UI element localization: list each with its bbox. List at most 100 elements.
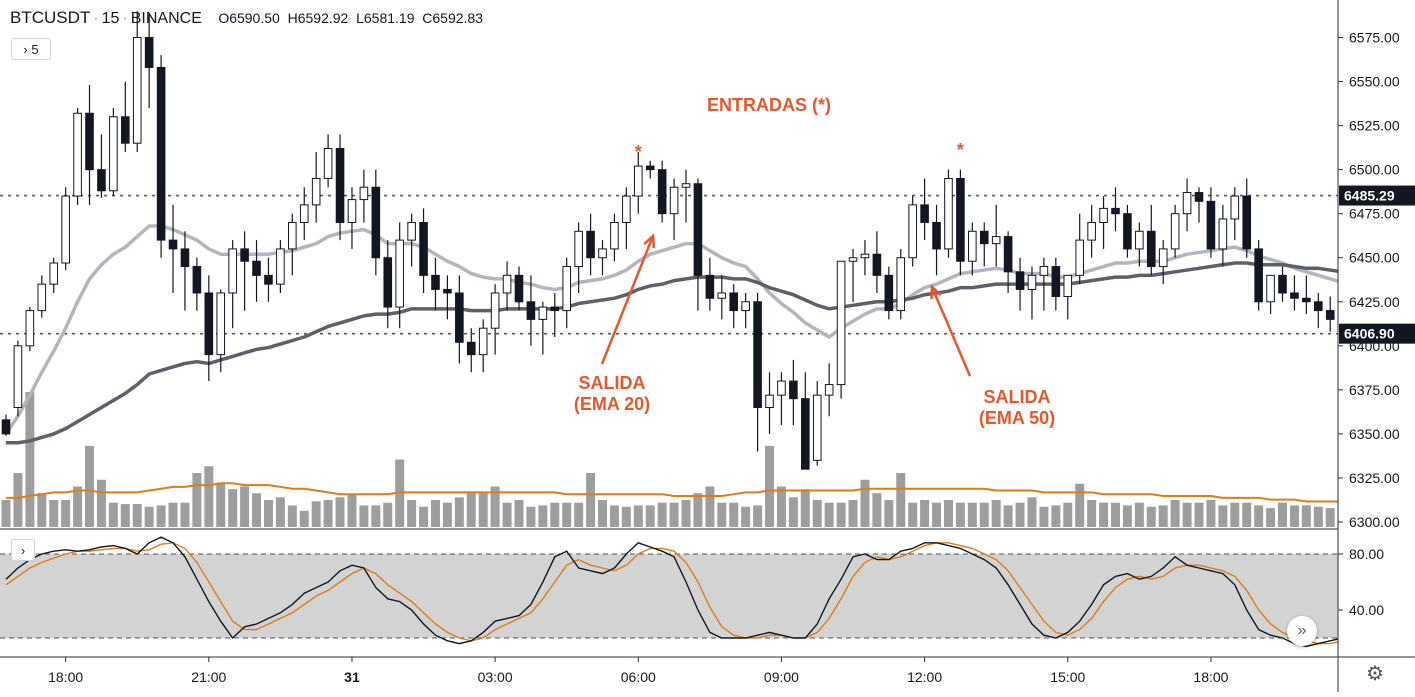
volume-bar	[371, 505, 381, 527]
volume-bar	[932, 502, 942, 527]
candle-body	[514, 274, 524, 303]
stoch-d-line	[5, 542, 1338, 645]
candle-body	[562, 266, 572, 312]
ohlc-open: O6590.50	[218, 10, 280, 26]
candle-body	[13, 345, 23, 408]
volume-bar	[538, 505, 548, 527]
candle-body	[944, 177, 953, 250]
volume-bar	[908, 502, 918, 527]
candle-body	[1302, 297, 1311, 303]
candle-body	[657, 169, 667, 215]
candle-body	[1170, 213, 1180, 250]
candle-body	[586, 230, 595, 259]
volume-bar	[144, 506, 154, 527]
candle-body	[956, 177, 965, 262]
stoch-k-line	[5, 536, 1338, 648]
volume-bar	[681, 500, 691, 527]
volume-bar	[263, 500, 273, 527]
exit-ema50-annotation-line2: (EMA 50)	[979, 408, 1055, 428]
volume-bar	[466, 493, 476, 527]
volume-bar	[73, 486, 83, 527]
interval[interactable]: 15	[101, 10, 120, 27]
candle-body	[538, 306, 548, 320]
volume-bar	[347, 494, 357, 527]
candle-body	[335, 147, 345, 223]
candle-body	[610, 221, 619, 250]
volume-bar	[240, 486, 250, 527]
candle-body	[633, 165, 643, 197]
volume-bar	[1027, 497, 1037, 527]
volume-bar	[1, 500, 11, 527]
volume-bar	[776, 486, 786, 527]
volume-bar	[669, 502, 679, 527]
volume-bar	[991, 500, 1001, 527]
volume-bar	[490, 486, 500, 527]
ohlc-high: H6592.92	[287, 10, 349, 26]
volume-bar	[13, 473, 23, 527]
exit-ema50-arrow-head	[930, 284, 942, 300]
candle-body	[717, 292, 727, 299]
candle-body	[1135, 230, 1144, 250]
candle-body	[37, 283, 47, 312]
volume-bar	[896, 473, 906, 527]
volume-bar	[955, 502, 965, 527]
volume-bar	[180, 502, 190, 527]
volume-bar	[526, 506, 536, 527]
chevron-right-icon: ›	[20, 543, 26, 558]
volume-bar	[252, 493, 262, 527]
indicator-list-toggle-button[interactable]: › 5	[11, 38, 51, 60]
candle-body	[359, 186, 369, 201]
entry-marker: *	[957, 140, 964, 160]
candle-body	[61, 195, 70, 264]
time-tick-label: 06:00	[621, 669, 656, 685]
exchange: BINANCE	[130, 10, 202, 27]
candle-body	[1099, 207, 1108, 223]
volume-bar	[168, 502, 178, 527]
volume-bar	[645, 505, 655, 527]
volume-bar	[1313, 506, 1323, 527]
oscillator-toggle-button[interactable]: ›	[11, 539, 35, 561]
volume-bar	[609, 505, 619, 527]
volume-bar	[323, 500, 333, 527]
oscillator-tick-label: 80.00	[1349, 546, 1384, 562]
volume-bar	[1170, 500, 1180, 527]
price-tick-label: 6300.00	[1349, 514, 1400, 530]
time-tick-label: 21:00	[191, 669, 226, 685]
candle-body	[693, 183, 703, 276]
volume-bar	[550, 502, 560, 527]
candle-body	[669, 186, 679, 215]
volume-bar	[979, 502, 989, 527]
candle-body	[622, 195, 631, 223]
volume-bar	[514, 500, 524, 527]
price-tick-label: 6475.00	[1349, 206, 1400, 222]
candle-body	[466, 341, 476, 356]
symbol-name[interactable]: BTCUSDT	[10, 8, 91, 27]
scroll-to-realtime-button[interactable]: »	[1287, 616, 1317, 646]
volume-bar	[1134, 502, 1144, 527]
volume-bar	[1230, 502, 1240, 527]
exit-ema20-annotation-line2: (EMA 20)	[574, 394, 650, 414]
candle-body	[276, 248, 285, 285]
candle-body	[192, 266, 202, 294]
volume-bar	[1194, 502, 1204, 527]
volume-bar	[1003, 505, 1013, 527]
price-tick-label: 6350.00	[1349, 426, 1400, 442]
time-tick-label: 18:00	[48, 669, 83, 685]
volume-bar	[108, 502, 118, 527]
volume-bar	[1146, 506, 1156, 527]
symbol-header: BTCUSDT · 15 · BINANCE O6590.50 H6592.92 L65…	[10, 8, 483, 27]
candle-body	[478, 327, 488, 356]
candle-body	[991, 236, 1001, 245]
price-tick-label: 6425.00	[1349, 294, 1400, 310]
volume-bar	[204, 466, 214, 527]
volume-bar	[657, 502, 667, 527]
time-tick-label: 15:00	[1050, 669, 1085, 685]
exit-ema20-arrow	[600, 235, 655, 365]
volume-bar	[96, 479, 106, 527]
gear-icon[interactable]: ⚙	[1366, 663, 1384, 685]
candle-body	[1063, 274, 1073, 297]
candle-body	[1206, 200, 1216, 250]
price-pane	[0, 11, 1338, 527]
